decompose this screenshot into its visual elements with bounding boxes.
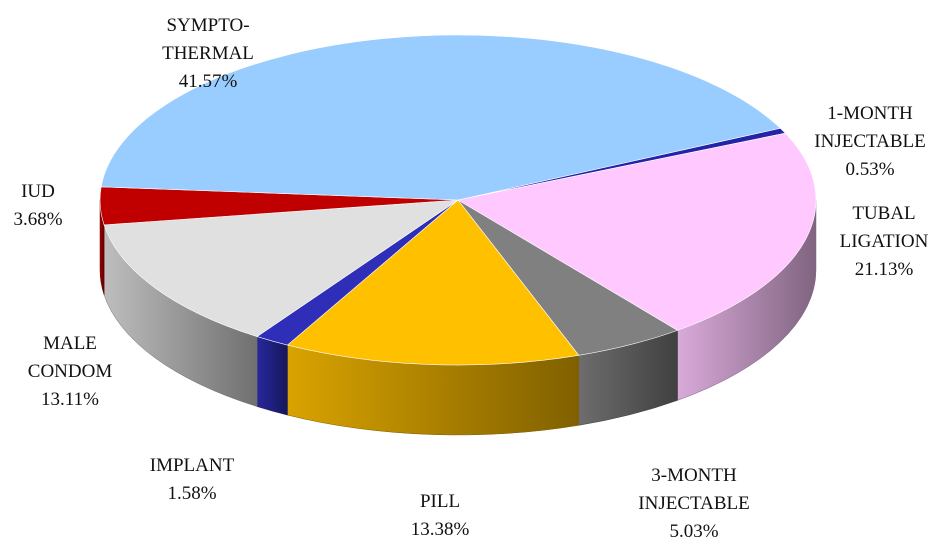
slice xyxy=(100,34,781,201)
slice-label: IUD 3.68% xyxy=(13,178,62,234)
category-name: MALE CONDOM xyxy=(27,333,113,382)
slice-side xyxy=(256,336,288,416)
sides xyxy=(99,199,817,436)
value-label: 1.58% xyxy=(167,483,217,504)
category-name: IMPLANT xyxy=(149,455,235,476)
category-name: TUBAL LIGATION xyxy=(839,203,929,252)
category-name: IUD xyxy=(21,181,55,202)
category-name: SYMPTO- THERMAL xyxy=(162,15,254,64)
slice-label: SYMPTO- THERMAL 41.57% xyxy=(162,12,254,96)
value-label: 3.68% xyxy=(13,209,63,230)
slice-label: TUBAL LIGATION 21.13% xyxy=(840,200,929,284)
value-label: 0.53% xyxy=(845,159,895,180)
value-label: 13.11% xyxy=(41,389,99,410)
value-label: 5.03% xyxy=(669,521,719,542)
slice xyxy=(457,132,817,331)
category-name: PILL xyxy=(419,491,461,512)
slice-label: IMPLANT 1.58% xyxy=(150,452,234,508)
slice-label: 3-MONTH INJECTABLE 5.03% xyxy=(638,462,749,546)
slice-label: MALE CONDOM 13.11% xyxy=(28,330,112,414)
slice-label: PILL 13.38% xyxy=(411,488,470,544)
value-label: 13.38% xyxy=(410,519,470,540)
value-label: 21.13% xyxy=(854,259,914,280)
value-label: 41.57% xyxy=(178,71,238,92)
slice xyxy=(103,199,460,337)
category-name: 1-MONTH INJECTABLE xyxy=(814,103,926,152)
tops xyxy=(99,34,817,366)
category-name: 3-MONTH INJECTABLE xyxy=(638,465,750,514)
slice xyxy=(286,199,580,366)
slice-label: 1-MONTH INJECTABLE 0.53% xyxy=(814,100,925,184)
